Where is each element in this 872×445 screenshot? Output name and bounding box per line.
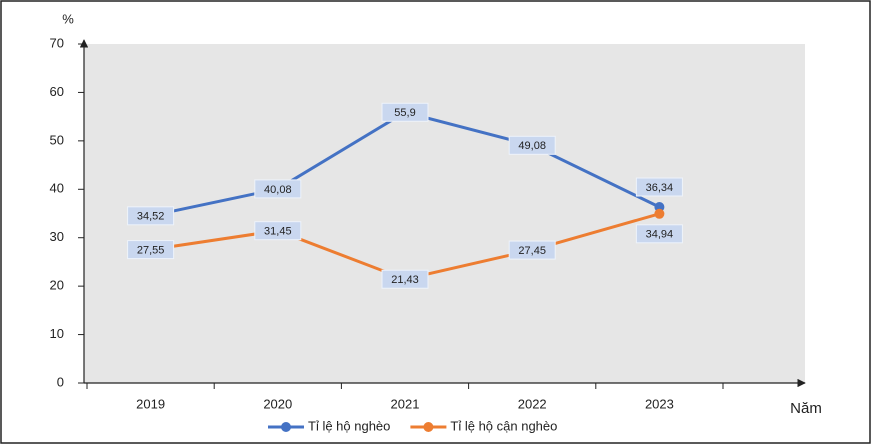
value-label-box — [254, 179, 302, 199]
value-label-box — [508, 240, 556, 260]
value-label-box — [127, 240, 175, 260]
y-tick-label: 30 — [50, 229, 64, 244]
y-tick-label: 10 — [50, 326, 64, 341]
x-tick-label: 2019 — [136, 396, 165, 411]
y-tick-label: 50 — [50, 132, 64, 147]
legend-marker — [423, 422, 434, 432]
x-tick-label: 2023 — [645, 396, 674, 411]
value-label: 40,08 — [264, 184, 292, 196]
value-label: 27,55 — [137, 244, 165, 256]
y-tick-label: 0 — [57, 374, 64, 389]
value-label: 34,94 — [646, 229, 674, 241]
legend-label: Tỉ lệ hộ cận nghèo — [450, 418, 557, 433]
value-label: 21,43 — [391, 274, 419, 286]
legend-label: Tỉ lệ hộ nghèo — [308, 418, 390, 433]
value-label: 55,9 — [394, 107, 415, 119]
value-label: 36,34 — [646, 182, 674, 194]
value-label-box — [635, 177, 683, 197]
value-label: 34,52 — [137, 211, 165, 223]
x-tick-label: 2022 — [518, 396, 547, 411]
value-label-box — [254, 221, 302, 241]
value-label-box — [381, 102, 429, 122]
y-tick-label: 40 — [50, 181, 64, 196]
legend-marker — [281, 422, 291, 432]
value-label: 27,45 — [518, 245, 546, 257]
x-tick-label: 2021 — [391, 396, 420, 411]
value-label: 31,45 — [264, 226, 292, 238]
value-label: 49,08 — [518, 140, 546, 152]
value-label-box — [635, 224, 683, 244]
x-tick-label: 2020 — [263, 396, 292, 411]
y-tick-label: 60 — [50, 84, 64, 99]
y-axis-label: % — [62, 11, 74, 26]
x-axis-label: Năm — [790, 400, 822, 417]
y-tick-label: 20 — [50, 278, 64, 293]
value-label-box — [381, 269, 429, 289]
y-tick-label: 70 — [50, 35, 64, 50]
plot-area — [84, 44, 805, 383]
value-label-box — [127, 206, 175, 226]
point-marker — [654, 208, 665, 219]
value-label-box — [508, 135, 556, 155]
